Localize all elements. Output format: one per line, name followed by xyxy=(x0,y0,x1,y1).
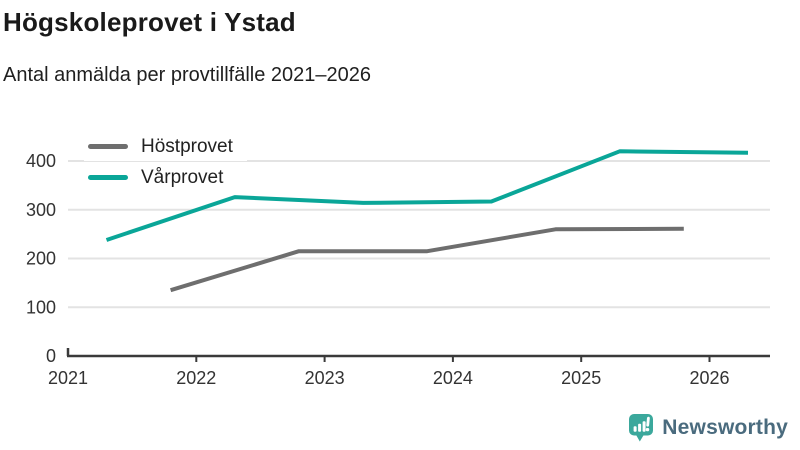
chart-legend: Höstprovet Vårprovet xyxy=(84,132,247,194)
x-axis-label: 2026 xyxy=(689,368,729,388)
legend-swatch xyxy=(88,144,128,149)
y-axis-label: 400 xyxy=(26,151,56,171)
y-axis-label: 100 xyxy=(26,297,56,317)
legend-item-vrprovet: Vårprovet xyxy=(84,163,238,192)
brand-name: Newsworthy xyxy=(662,415,788,439)
x-axis-label: 2024 xyxy=(433,368,473,388)
y-axis-label: 0 xyxy=(46,346,56,366)
chart-subtitle: Antal anmälda per provtillfälle 2021–202… xyxy=(3,64,372,86)
legend-swatch xyxy=(88,175,128,180)
series-line-hstprovet xyxy=(170,226,684,293)
legend-label: Vårprovet xyxy=(141,167,224,188)
legend-item-hstprovet: Höstprovet xyxy=(84,132,247,161)
x-axis-label: 2021 xyxy=(48,368,88,388)
y-axis-label: 300 xyxy=(26,200,56,220)
x-axis-label: 2022 xyxy=(176,368,216,388)
newsworthy-icon xyxy=(629,414,654,442)
chart-title: Högskoleprovet i Ystad xyxy=(3,7,296,37)
series-line-vrprovet xyxy=(105,149,749,242)
x-axis-label: 2025 xyxy=(561,368,601,388)
x-axis-label: 2023 xyxy=(305,368,345,388)
y-axis-label: 200 xyxy=(26,249,56,269)
legend-label: Höstprovet xyxy=(141,136,233,157)
newsworthy-logo: Newsworthy xyxy=(627,413,788,442)
